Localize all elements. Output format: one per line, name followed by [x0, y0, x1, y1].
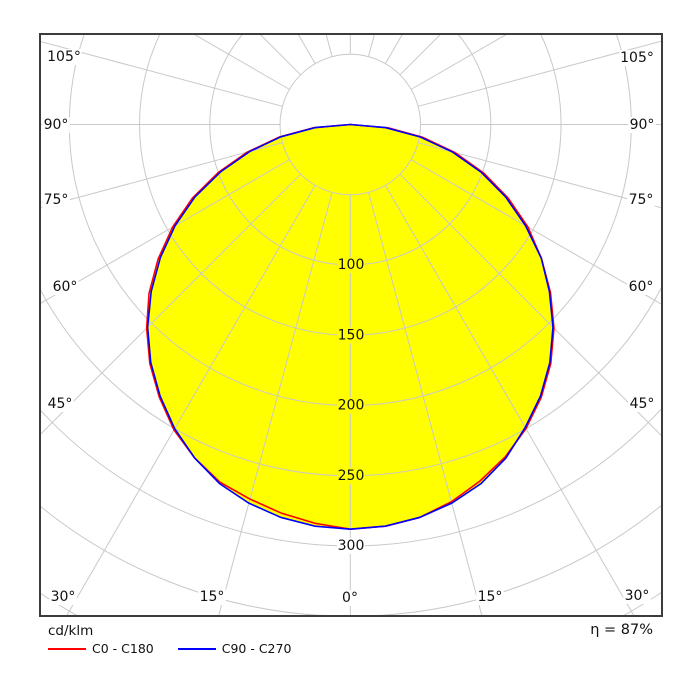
grid-spoke	[367, 192, 483, 616]
chart-labels: 100 150 200 250 300 105° 90° 75° 60° 45° 30° 15° 0° 1…	[42, 49, 656, 606]
efficiency-value: η = 87%	[590, 622, 653, 638]
angle-tick-label: 30°	[625, 588, 650, 604]
angle-tick-label: 60°	[53, 279, 78, 295]
grid-spoke	[325, 34, 333, 57]
grid-spoke	[399, 34, 442, 76]
plot-frame	[39, 33, 663, 617]
angle-tick-label: 105°	[620, 50, 654, 66]
radial-tick-label: 200	[338, 398, 365, 414]
grid-spoke	[40, 173, 301, 436]
grid-spoke	[40, 142, 283, 209]
radial-tick-label: 100	[338, 257, 365, 273]
radial-tick-label: 300	[338, 538, 365, 554]
grid-spoke	[399, 173, 662, 437]
grid-spoke	[367, 34, 376, 57]
unit-label: cd/klm	[48, 623, 94, 639]
radial-tick-label: 250	[338, 468, 365, 484]
angle-tick-label: 105°	[47, 49, 81, 65]
grid-spoke	[218, 192, 333, 616]
radial-tick-label: 150	[338, 327, 365, 343]
angle-tick-label: 90°	[44, 117, 69, 133]
curve-c90-c270	[146, 123, 554, 530]
legend-label-c90-c270: C90 - C270	[221, 641, 292, 656]
angle-tick-label: 45°	[48, 396, 73, 412]
angle-tick-label: 75°	[44, 192, 69, 208]
grid-spoke	[65, 185, 316, 616]
legend: C0 - C180 C90 - C270	[48, 641, 291, 656]
grid-spoke	[418, 40, 662, 107]
intensity-curves	[145, 123, 555, 530]
angle-tick-label: 0°	[342, 590, 358, 606]
grid-spoke	[410, 159, 662, 306]
angle-tick-label: 90°	[630, 117, 655, 133]
grid-spoke	[259, 34, 301, 76]
angle-tick-label: 30°	[51, 589, 76, 605]
legend-line-c90-c270	[177, 647, 216, 650]
angle-tick-label: 15°	[478, 589, 503, 605]
angle-tick-label: 75°	[629, 192, 654, 208]
angle-tick-label: 45°	[630, 396, 655, 412]
angle-tick-label: 60°	[629, 279, 654, 295]
grid-spoke	[384, 185, 635, 616]
grid-spoke	[40, 159, 290, 305]
legend-line-c0-c180	[48, 647, 86, 650]
legend-label-c0-c180: C0 - C180	[92, 641, 154, 656]
angle-tick-label: 15°	[200, 589, 225, 605]
grid-spoke	[418, 142, 662, 209]
grid-spoke	[40, 40, 283, 107]
